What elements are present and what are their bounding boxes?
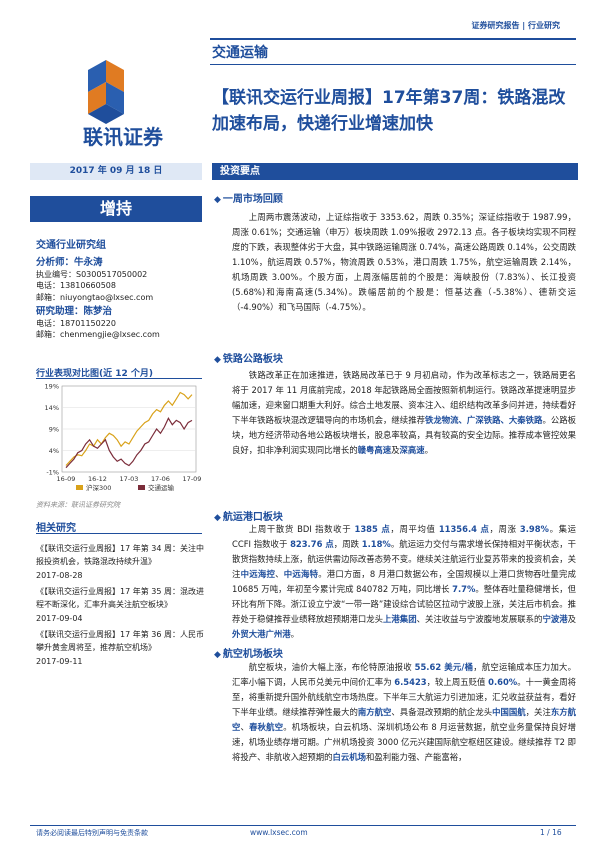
sector-label: 交通运输 xyxy=(212,45,268,61)
y-tick-label: 4% xyxy=(49,447,59,455)
related-date: 2017-09-04 xyxy=(36,614,83,623)
legend-swatch xyxy=(138,485,145,490)
footer-page: 1 / 16 xyxy=(540,828,562,837)
diamond-icon: ◆ xyxy=(214,650,221,660)
rating-badge: 增持 xyxy=(30,196,202,222)
assistant-email[interactable]: 邮箱：chenmengjie@lxsec.com xyxy=(36,330,160,339)
diamond-icon: ◆ xyxy=(214,355,221,365)
performance-chart: -1% 4% 9% 14% 19% 16-09 16-12 17-03 17-06 17-09 沪深… xyxy=(36,380,202,498)
footer-divider xyxy=(30,825,576,826)
analyst-info: 分析师：牛永涛 执业编号：S0300517050002 电话：138106605… xyxy=(36,257,206,341)
x-tick-label: 17-09 xyxy=(183,475,202,483)
chart-divider xyxy=(36,378,202,379)
related-list: 《【联讯交运行业周报】17 年第 34 周：关注中报投资机会，铁路混改持续升温》… xyxy=(36,542,206,671)
series-line-0 xyxy=(65,391,193,466)
related-heading: 相关研究 xyxy=(36,523,76,534)
y-tick-label: -1% xyxy=(46,469,59,477)
chart-title: 行业表现对比图(近 12 个月) xyxy=(36,369,154,379)
x-tick-label: 16-09 xyxy=(57,475,76,483)
y-tick-label: 14% xyxy=(45,404,59,412)
analyst-heading: 分析师：牛永涛 xyxy=(36,257,103,268)
footer-website[interactable]: www.lxsec.com xyxy=(250,828,308,837)
section-heading-rail: ◆ 铁路公路板块 xyxy=(214,354,283,365)
report-title: 【联讯交运行业周报】17年第37周：铁路混改加速布局，快递行业增速加快 xyxy=(212,88,566,134)
section-heading-aviation: ◆ 航空机场板块 xyxy=(214,649,283,660)
x-tick-label: 16-12 xyxy=(88,475,107,483)
diamond-icon: ◆ xyxy=(214,513,221,523)
related-item[interactable]: 《【联讯交运行业周报】17 年第 36 周：人民币攀升黄金周将至，推荐航空机场》 xyxy=(36,630,204,652)
related-date: 2017-09-11 xyxy=(36,657,83,666)
report-date: 2017 年 09 月 18 日 xyxy=(30,163,202,180)
legend-label: 交通运输 xyxy=(148,483,175,492)
related-item[interactable]: 《【联讯交运行业周报】17 年第 35 周：混改进程不断深化，汇率升高关注航空板… xyxy=(36,587,204,609)
x-tick-label: 17-06 xyxy=(151,475,170,483)
section-heading-shipping: ◆ 航运港口板块 xyxy=(214,512,283,523)
section-heading-market: ◆ 一周市场回顾 xyxy=(214,194,283,205)
assistant-heading: 研究助理：陈梦治 xyxy=(36,306,113,317)
sector-divider xyxy=(210,64,576,65)
report-type: 证券研究报告 | 行业研究 xyxy=(471,21,561,30)
diamond-icon: ◆ xyxy=(214,195,221,205)
series-line-1 xyxy=(65,417,193,469)
x-tick-label: 17-03 xyxy=(120,475,139,483)
footer-disclaimer[interactable]: 请务必阅读最后特别声明与免责条款 xyxy=(36,829,148,837)
analyst-phone: 电话：13810660508 xyxy=(36,281,116,290)
analyst-email[interactable]: 邮箱：niuyongtao@lxsec.com xyxy=(36,292,154,302)
research-group: 交通行业研究组 xyxy=(36,240,106,251)
company-logo: 联讯证券 xyxy=(58,58,188,153)
related-date: 2017-08-28 xyxy=(36,571,83,580)
section-body-market: 上周两市震荡波动，上证综指收于 3353.62，周跌 0.35%；深证综指收于 … xyxy=(232,212,576,312)
section-body-rail: 铁路改革正在加速推进，铁路局改革已于 9 月初启动，作为改革标志之一，铁路局更名… xyxy=(232,370,576,455)
header-divider xyxy=(210,38,576,40)
legend-label: 沪深300 xyxy=(86,483,111,492)
section-body-shipping: 上周干散货 BDI 指数收于 1385 点，周平均值 11356.4 点，周涨 … xyxy=(232,524,577,639)
related-divider xyxy=(36,533,202,534)
chart-source: 资料来源：联讯证券研究院 xyxy=(36,501,120,509)
company-name: 联讯证券 xyxy=(83,125,164,149)
related-item[interactable]: 《【联讯交运行业周报】17 年第 34 周：关注中报投资机会，铁路混改持续升温》 xyxy=(36,544,204,566)
section-body-aviation: 航空板块，油价大幅上涨，布伦特原油报收 55.62 美元/桶，航空运输成本压力加… xyxy=(232,662,577,762)
section-title: 投资要点 xyxy=(212,163,578,180)
assistant-phone: 电话：18701150220 xyxy=(36,318,116,328)
analyst-license: 执业编号：S0300517050002 xyxy=(36,269,148,279)
y-tick-label: 19% xyxy=(45,383,59,391)
legend-swatch xyxy=(76,485,83,490)
y-tick-label: 9% xyxy=(49,426,59,434)
